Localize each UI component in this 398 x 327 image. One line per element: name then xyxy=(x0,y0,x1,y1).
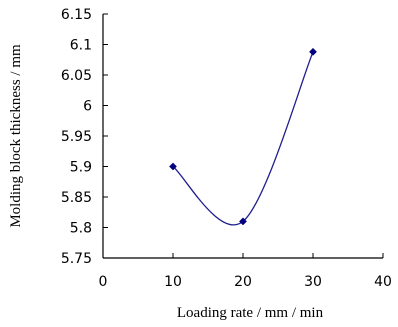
y-tick-label: 6.05 xyxy=(61,68,92,84)
y-axis-title: Molding block thickness / mm xyxy=(8,44,24,228)
axes xyxy=(102,13,384,259)
x-tick-label: 20 xyxy=(234,274,252,290)
y-tick-label: 6.15 xyxy=(61,7,92,23)
x-tick-label: 40 xyxy=(374,274,392,290)
series-line xyxy=(172,51,314,226)
tick-labels: 5.75 5.8 5.85 5.9 5.95 6 6.05 6.1 6.15 0 10 20 30 40 xyxy=(61,7,392,290)
y-tick-label: 5.85 xyxy=(61,190,92,206)
data-point xyxy=(309,47,317,56)
x-tick-label: 10 xyxy=(164,274,182,290)
y-tick-label: 5.95 xyxy=(61,129,92,145)
series-layer xyxy=(169,47,317,226)
x-tick-label: 0 xyxy=(99,274,108,290)
data-point xyxy=(239,217,247,226)
y-tick-label: 5.75 xyxy=(61,251,92,267)
y-tick-label: 5.8 xyxy=(70,221,92,237)
x-tick-label: 30 xyxy=(304,274,322,290)
y-tick-label: 6 xyxy=(83,99,92,115)
data-point xyxy=(169,162,177,171)
y-tick-label: 6.1 xyxy=(70,38,92,54)
y-tick-label: 5.9 xyxy=(70,160,92,176)
x-axis-title: Loading rate / mm / min xyxy=(177,305,324,321)
